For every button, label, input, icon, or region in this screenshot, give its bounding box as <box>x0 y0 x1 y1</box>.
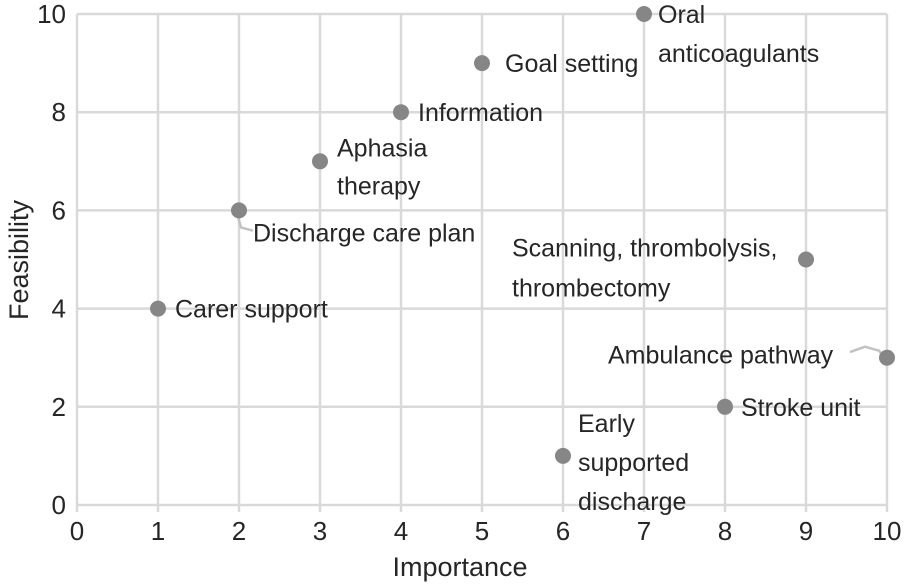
point-label-discharge-care-plan: Discharge care plan <box>253 219 475 247</box>
y-tick-label: 6 <box>52 195 66 225</box>
point-label-early-supported-discharge: supported <box>578 449 689 477</box>
point-label-oral-anticoagulants: Oral <box>658 1 705 29</box>
y-tick-label: 10 <box>37 0 66 29</box>
y-axis-title: Feasibility <box>4 199 34 320</box>
point-label-information: Information <box>418 99 543 127</box>
point-label-early-supported-discharge: Early <box>578 410 635 438</box>
data-point-carer-support <box>150 300 166 317</box>
point-label-early-supported-discharge: discharge <box>578 488 686 516</box>
gridlines <box>75 12 889 512</box>
leader-line-discharge-care-plan <box>236 215 254 232</box>
point-label-ambulance-pathway: Ambulance pathway <box>608 342 834 370</box>
y-tick-label: 0 <box>52 490 66 520</box>
data-point-stroke-unit <box>717 398 733 415</box>
data-point-scanning-thrombolysis-thrombectomy <box>798 251 814 268</box>
y-tick-label: 4 <box>52 294 66 324</box>
data-points <box>150 6 895 464</box>
data-point-information <box>393 104 409 121</box>
data-point-discharge-care-plan <box>231 202 247 219</box>
data-point-early-supported-discharge <box>555 447 571 464</box>
point-label-scanning-thrombolysis-thrombectomy: thrombectomy <box>512 275 671 303</box>
point-label-aphasia-therapy: Aphasia <box>337 134 427 162</box>
x-tick-label: 10 <box>873 516 902 546</box>
y-tick-label: 2 <box>52 392 66 422</box>
point-label-scanning-thrombolysis-thrombectomy: Scanning, thrombolysis, <box>512 235 777 263</box>
point-label-oral-anticoagulants: anticoagulants <box>658 40 819 68</box>
point-label-goal-setting: Goal setting <box>505 50 638 78</box>
x-tick-label: 5 <box>475 516 489 546</box>
point-label-carer-support: Carer support <box>175 296 328 324</box>
point-label-stroke-unit: Stroke unit <box>741 394 861 422</box>
data-point-oral-anticoagulants <box>636 6 652 22</box>
x-tick-label: 6 <box>556 516 570 546</box>
x-tick-label: 9 <box>799 516 813 546</box>
x-axis-title: Importance <box>392 552 527 582</box>
point-label-aphasia-therapy: therapy <box>337 172 421 200</box>
data-point-aphasia-therapy <box>312 153 328 170</box>
x-tick-label: 3 <box>313 516 327 546</box>
x-tick-label: 1 <box>151 516 165 546</box>
point-labels: Oral anticoagulants Goal setting Informatio… <box>175 1 861 516</box>
x-tick-label: 7 <box>637 516 651 546</box>
tick-labels: 0 1 2 3 4 5 6 7 8 9 10 0 2 4 6 8 10 <box>37 0 901 546</box>
x-tick-label: 8 <box>718 516 732 546</box>
data-point-goal-setting <box>474 55 490 72</box>
data-point-ambulance-pathway <box>879 349 895 366</box>
x-tick-label: 4 <box>394 516 408 546</box>
x-tick-label: 0 <box>70 516 84 546</box>
y-tick-label: 8 <box>52 97 66 127</box>
x-tick-label: 2 <box>232 516 246 546</box>
